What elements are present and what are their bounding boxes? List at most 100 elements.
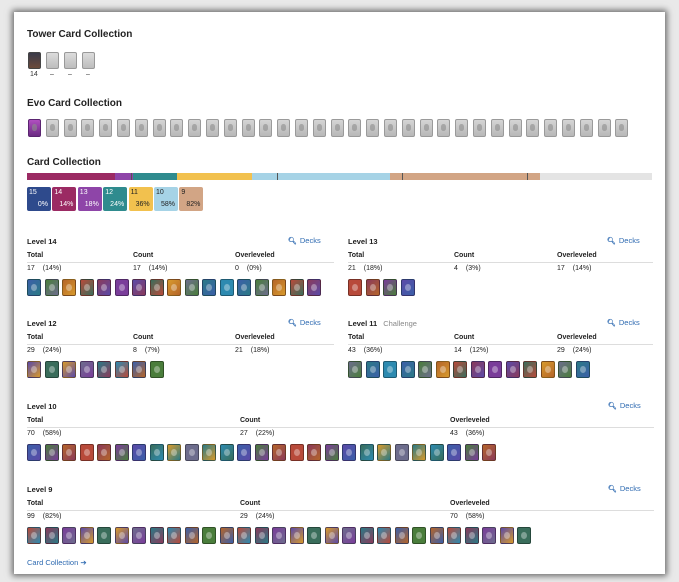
card-icon[interactable] (464, 444, 479, 461)
card-icon[interactable] (27, 361, 41, 378)
decks-link[interactable]: 🔍︎ Decks (608, 401, 641, 410)
card-icon[interactable] (540, 361, 555, 378)
card-icon[interactable] (272, 279, 286, 296)
evo-card-locked-icon[interactable] (188, 119, 202, 137)
card-icon[interactable] (79, 279, 94, 296)
card-icon[interactable] (359, 444, 374, 461)
level-box-12[interactable]: 12 24% (103, 187, 128, 211)
card-icon[interactable] (97, 279, 111, 296)
evo-card-locked-icon[interactable] (561, 119, 575, 137)
card-icon[interactable] (324, 444, 339, 461)
card-icon[interactable] (219, 444, 234, 461)
level-box-11[interactable]: 11 36% (128, 187, 153, 211)
level-box-9[interactable]: 9 82% (179, 187, 204, 211)
card-icon[interactable] (114, 444, 129, 461)
card-icon[interactable] (499, 527, 514, 544)
decks-link[interactable]: 🔍︎ Decks (607, 318, 640, 327)
card-icon[interactable] (488, 361, 502, 378)
card-icon[interactable] (435, 361, 450, 378)
level-box-15[interactable]: 15 0% (27, 187, 51, 211)
evo-card-locked-icon[interactable] (544, 119, 558, 137)
card-icon[interactable] (348, 279, 362, 296)
evo-card-locked-icon[interactable] (615, 119, 629, 137)
card-icon[interactable] (149, 279, 164, 296)
card-icon[interactable] (44, 279, 59, 296)
card-icon[interactable] (132, 444, 146, 461)
card-icon[interactable] (44, 527, 59, 544)
card-icon[interactable] (272, 527, 286, 544)
card-icon[interactable] (132, 279, 146, 296)
card-icon[interactable] (324, 527, 339, 544)
evo-card-locked-icon[interactable] (490, 119, 504, 137)
card-icon[interactable] (289, 279, 304, 296)
card-icon[interactable] (412, 527, 426, 544)
evo-card-locked-icon[interactable] (383, 119, 397, 137)
decks-link[interactable]: 🔍︎ Decks (608, 484, 641, 493)
card-icon[interactable] (254, 279, 269, 296)
evo-card-locked-icon[interactable] (312, 119, 326, 137)
evo-card-locked-icon[interactable] (241, 119, 255, 137)
card-icon[interactable] (97, 361, 111, 378)
tower-card[interactable]: – (46, 52, 59, 78)
card-icon[interactable] (365, 279, 380, 296)
evo-card-locked-icon[interactable] (294, 119, 308, 137)
card-icon[interactable] (342, 444, 356, 461)
card-icon[interactable] (62, 444, 76, 461)
decks-link[interactable]: 🔍︎ Decks (288, 236, 321, 245)
level-box-14[interactable]: 14 14% (52, 187, 77, 211)
card-icon[interactable] (237, 279, 251, 296)
card-icon[interactable] (359, 527, 374, 544)
card-icon[interactable] (202, 527, 216, 544)
card-icon[interactable] (79, 527, 94, 544)
card-icon[interactable] (575, 361, 590, 378)
card-icon[interactable] (79, 444, 94, 461)
card-icon[interactable] (400, 361, 415, 378)
card-icon[interactable] (149, 361, 164, 378)
evo-card-locked-icon[interactable] (170, 119, 184, 137)
card-icon[interactable] (27, 279, 41, 296)
evo-card-locked-icon[interactable] (152, 119, 166, 137)
card-icon[interactable] (342, 527, 356, 544)
card-icon[interactable] (307, 527, 321, 544)
decks-link[interactable]: 🔍︎ Decks (607, 236, 640, 245)
card-icon[interactable] (237, 527, 251, 544)
level-box-13[interactable]: 13 18% (77, 187, 102, 211)
card-icon[interactable] (132, 527, 146, 544)
card-icon[interactable] (114, 279, 129, 296)
evo-card-locked-icon[interactable] (348, 119, 362, 137)
card-icon[interactable] (254, 527, 269, 544)
card-icon[interactable] (44, 361, 59, 378)
evo-card-locked-icon[interactable] (99, 119, 113, 137)
card-icon[interactable] (383, 279, 397, 296)
evo-card-locked-icon[interactable] (419, 119, 433, 137)
evo-card-locked-icon[interactable] (259, 119, 273, 137)
card-icon[interactable] (307, 444, 321, 461)
card-icon[interactable] (447, 527, 461, 544)
evo-card-locked-icon[interactable] (437, 119, 451, 137)
card-icon[interactable] (114, 361, 129, 378)
card-icon[interactable] (27, 444, 41, 461)
card-icon[interactable] (365, 361, 380, 378)
tower-card[interactable]: – (82, 52, 95, 78)
card-icon[interactable] (167, 444, 181, 461)
decks-link[interactable]: 🔍︎ Decks (288, 318, 321, 327)
card-icon[interactable] (79, 361, 94, 378)
card-icon[interactable] (184, 279, 199, 296)
card-icon[interactable] (167, 279, 181, 296)
evo-card-locked-icon[interactable] (223, 119, 237, 137)
card-icon[interactable] (383, 361, 397, 378)
card-icon[interactable] (27, 527, 41, 544)
card-icon[interactable] (62, 361, 76, 378)
card-icon[interactable] (202, 444, 216, 461)
card-icon[interactable] (237, 444, 251, 461)
evo-card-unlocked-icon[interactable] (28, 119, 41, 137)
tower-card[interactable]: – (64, 52, 77, 78)
card-icon[interactable] (412, 444, 426, 461)
card-icon[interactable] (418, 361, 432, 378)
evo-card-locked-icon[interactable] (45, 119, 59, 137)
evo-card-locked-icon[interactable] (81, 119, 95, 137)
card-icon[interactable] (464, 527, 479, 544)
card-icon[interactable] (62, 279, 76, 296)
card-icon[interactable] (97, 527, 111, 544)
card-icon[interactable] (272, 444, 286, 461)
